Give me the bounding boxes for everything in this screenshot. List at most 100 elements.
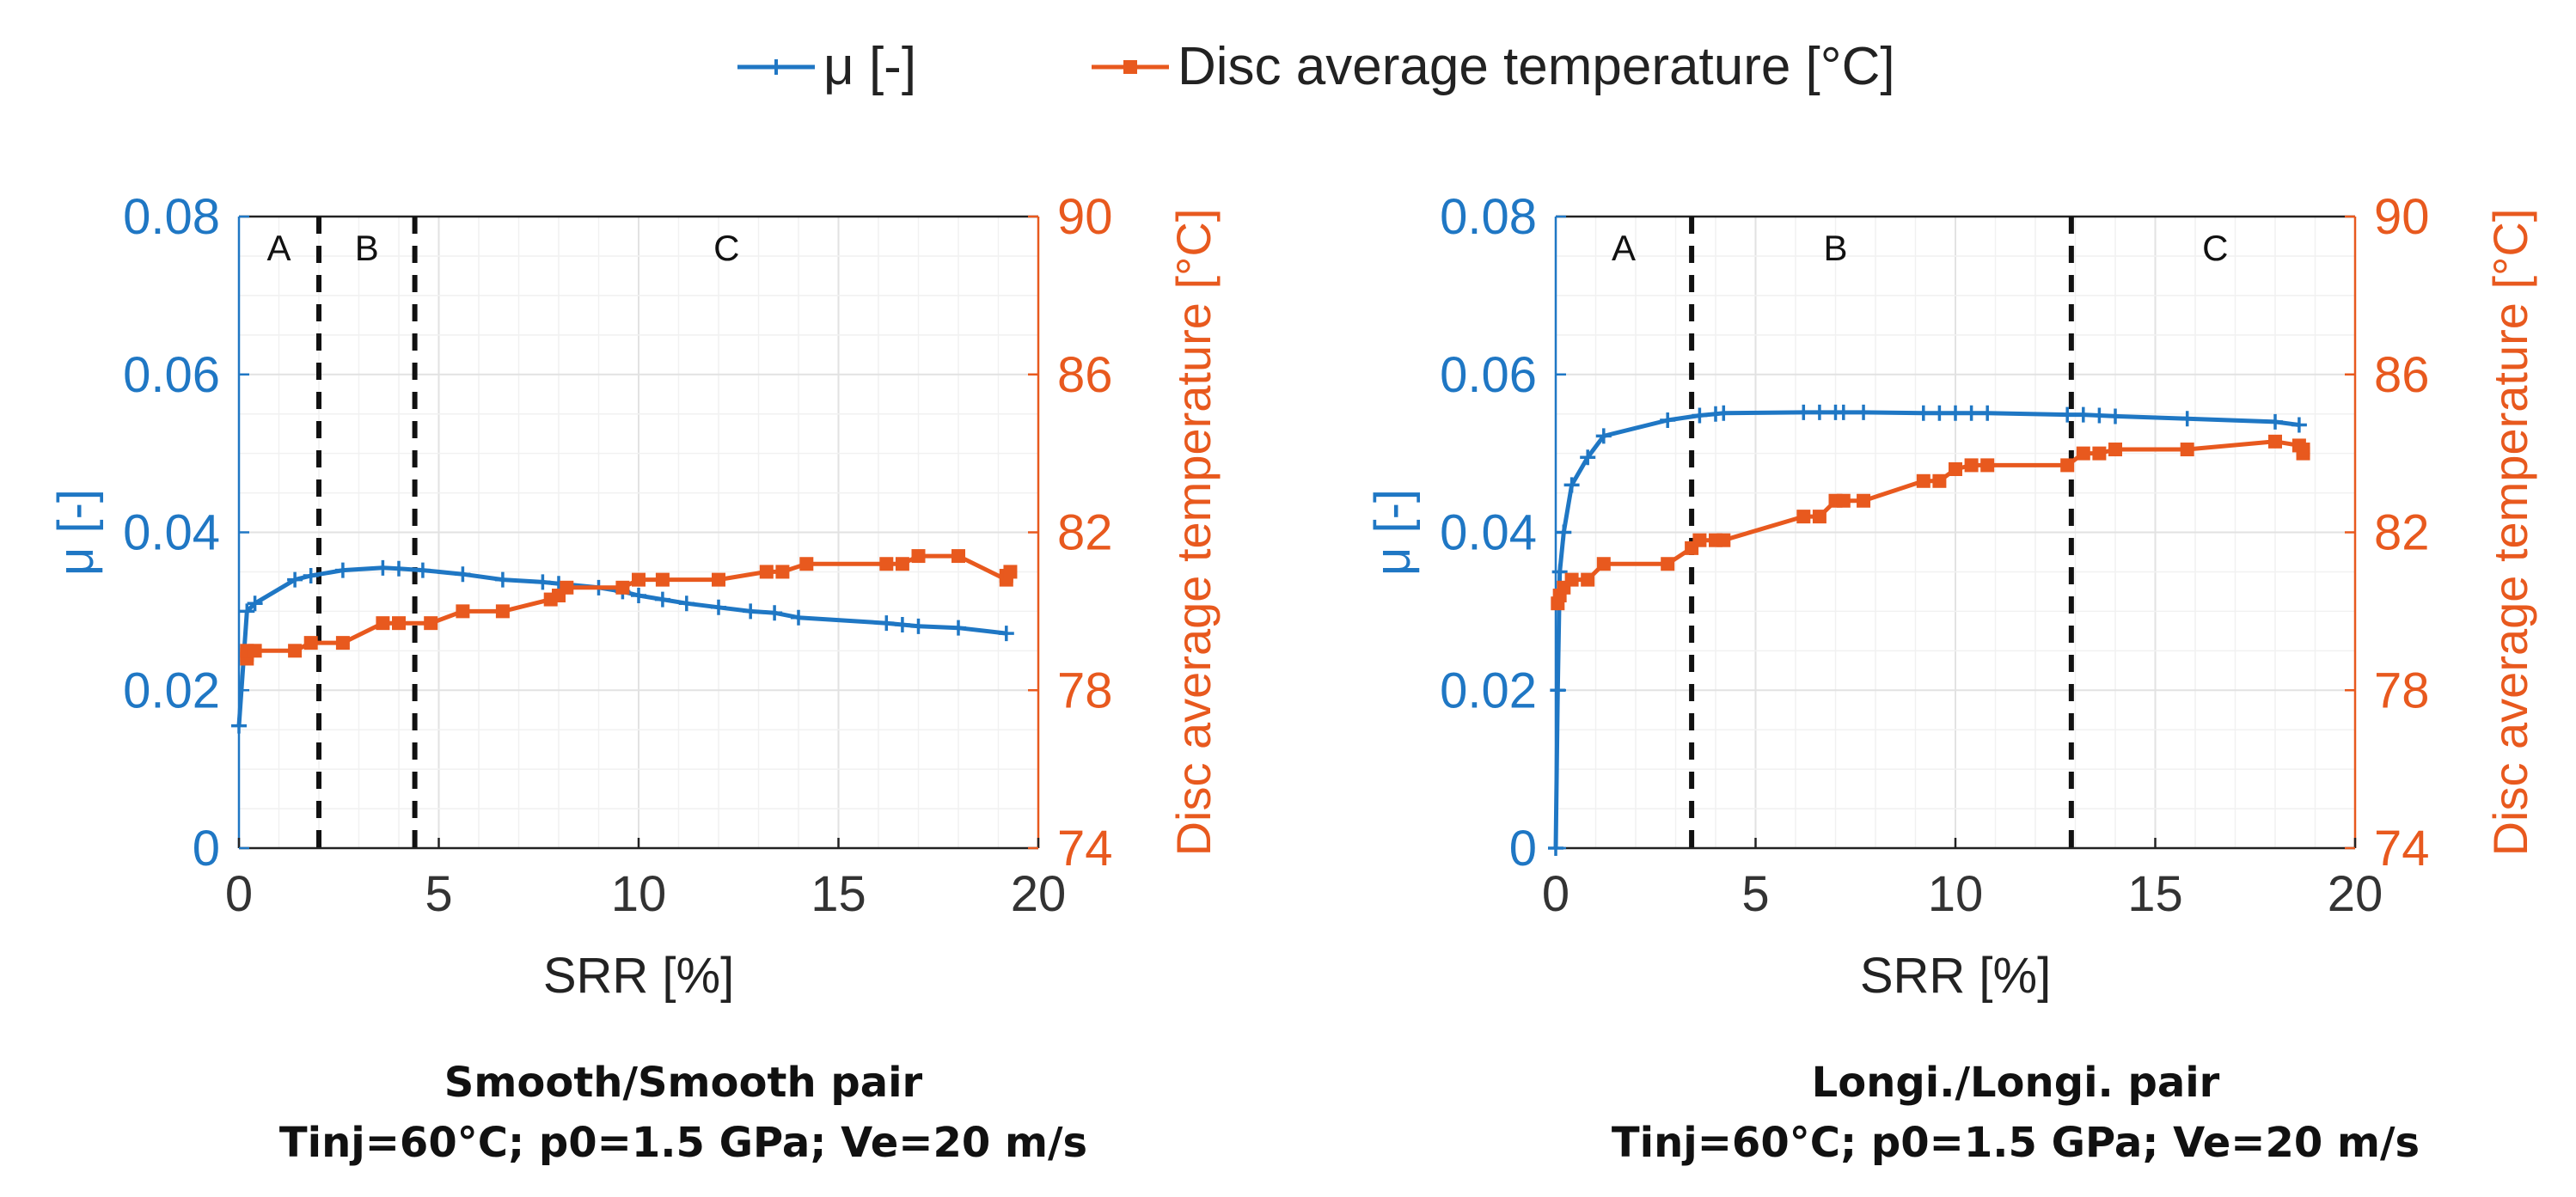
temperature-point: [2060, 458, 2075, 473]
y2-tick-label: 90: [2374, 189, 2430, 245]
legend-label: Disc average temperature [°C]: [1178, 37, 1895, 96]
temperature-point: [392, 616, 406, 631]
mu-point: [2059, 406, 2076, 423]
y-axis-label: μ [-]: [1365, 489, 1421, 576]
temperature-point: [1716, 533, 1731, 547]
temperature-point: [1916, 473, 1930, 488]
region-label: C: [713, 228, 739, 268]
temperature-point: [1836, 493, 1851, 508]
temperature-point: [1003, 565, 1018, 579]
mu-point: [1660, 412, 1676, 429]
temperature-point: [2092, 446, 2107, 461]
y2-tick-label: 82: [1057, 505, 1113, 561]
mu-point: [414, 562, 431, 578]
y-axis-label: μ [-]: [48, 489, 104, 576]
temperature-point: [1932, 473, 1947, 488]
mu-point: [2179, 411, 2195, 427]
y2-tick-label: 78: [2374, 663, 2430, 718]
y-tick-label: 0.04: [1440, 505, 1537, 561]
mu-point: [1580, 449, 1596, 466]
temperature-point: [2296, 443, 2310, 457]
mu-point: [2291, 417, 2307, 433]
caption-smooth-pair: Smooth/Smooth pair Tinj=60°C; p0=1.5 GPa…: [211, 1053, 1156, 1173]
mu-point: [247, 595, 263, 612]
mu-point: [1550, 682, 1566, 699]
mu-point: [1692, 407, 1708, 424]
mu-point: [455, 566, 471, 583]
mu-point: [743, 603, 759, 620]
x-tick-label: 0: [1542, 866, 1569, 922]
y-tick-label: 0: [1509, 821, 1537, 876]
caption-title: Smooth/Smooth pair: [444, 1059, 923, 1107]
x-tick-label: 5: [425, 866, 452, 922]
mu-point: [910, 618, 927, 634]
region-label: C: [2202, 228, 2228, 268]
caption-conditions: Tinj=60°C; p0=1.5 GPa; Ve=20 m/s: [278, 1119, 1088, 1167]
x-tick-label: 5: [1741, 866, 1769, 922]
mu-point: [231, 718, 247, 734]
temperature-point: [2108, 443, 2122, 457]
mu-point: [535, 574, 551, 590]
y2-tick-label: 82: [2374, 505, 2430, 561]
mu-point: [1556, 524, 1572, 540]
x-tick-label: 10: [611, 866, 667, 922]
mu-point: [1551, 564, 1568, 580]
temperature-point: [456, 604, 470, 619]
mu-point: [375, 559, 391, 576]
mu-point: [494, 571, 511, 588]
x-axis-label: SRR [%]: [543, 948, 734, 1004]
x-tick-label: 15: [2127, 866, 2183, 922]
y2-axis-label: Disc average temperature [°C]: [1166, 209, 1221, 857]
mu-point: [2108, 408, 2123, 424]
mu-point: [654, 591, 670, 608]
mu-point: [2267, 413, 2283, 430]
caption-title: Longi./Longi. pair: [1811, 1059, 2220, 1107]
temperature-point: [879, 557, 894, 571]
legend-label: μ [-]: [823, 37, 916, 96]
mu-point: [767, 605, 783, 621]
mu-point: [1915, 405, 1931, 421]
temperature-point: [2076, 446, 2090, 461]
region-label: A: [1612, 228, 1636, 268]
temperature-point: [424, 616, 438, 631]
mu-point: [334, 562, 351, 578]
mu-point: [1979, 405, 1996, 421]
mu-point: [1811, 404, 1827, 420]
x-tick-label: 20: [1011, 866, 1067, 922]
mu-point: [878, 615, 895, 632]
temperature-point: [248, 644, 262, 658]
temperature-point: [911, 549, 926, 564]
temperature-point: [1581, 572, 1595, 587]
temperature-point: [1857, 493, 1871, 508]
mu-point: [1963, 405, 1979, 421]
region-label: B: [355, 228, 379, 268]
temperature-point: [288, 644, 303, 658]
temperature-point: [1692, 533, 1707, 547]
y-tick-label: 0.08: [123, 189, 220, 245]
caption-longi-pair: Longi./Longi. pair Tinj=60°C; p0=1.5 GPa…: [1543, 1053, 2488, 1173]
temperature-point: [632, 572, 646, 587]
chart-longi-pair: 0 5 10 15 20 0 0.02 0.04 0.06 0.08 74 78 82 86 90 SRR […: [1365, 189, 2537, 1004]
y-tick-label: 0.06: [1440, 347, 1537, 403]
y2-tick-label: 90: [1057, 189, 1113, 245]
mu-point: [678, 595, 694, 612]
temperature-point: [655, 572, 670, 587]
y-tick-label: 0.04: [123, 505, 220, 561]
caption-conditions: Tinj=60°C; p0=1.5 GPa; Ve=20 m/s: [1611, 1119, 2420, 1167]
mu-point: [1595, 428, 1612, 444]
temperature-point: [1812, 510, 1826, 524]
temperature-point: [1980, 458, 1995, 473]
y-tick-label: 0.02: [1440, 663, 1537, 718]
mu-point: [2075, 406, 2091, 423]
mu-point: [631, 588, 646, 603]
temperature-point: [1661, 557, 1675, 571]
temperature-point: [759, 565, 774, 579]
mu-point: [391, 560, 407, 577]
chart-smooth-pair: 0 5 10 15 20 0 0.02 0.04 0.06 0.08 74 78 82 86 90 SRR […: [48, 189, 1221, 1004]
mu-point: [1948, 405, 1963, 421]
temperature-point: [951, 549, 965, 564]
temperature-point: [775, 565, 790, 579]
x-tick-label: 0: [225, 866, 253, 922]
temperature-line: [1555, 439, 2306, 604]
mu-point: [1856, 404, 1872, 420]
